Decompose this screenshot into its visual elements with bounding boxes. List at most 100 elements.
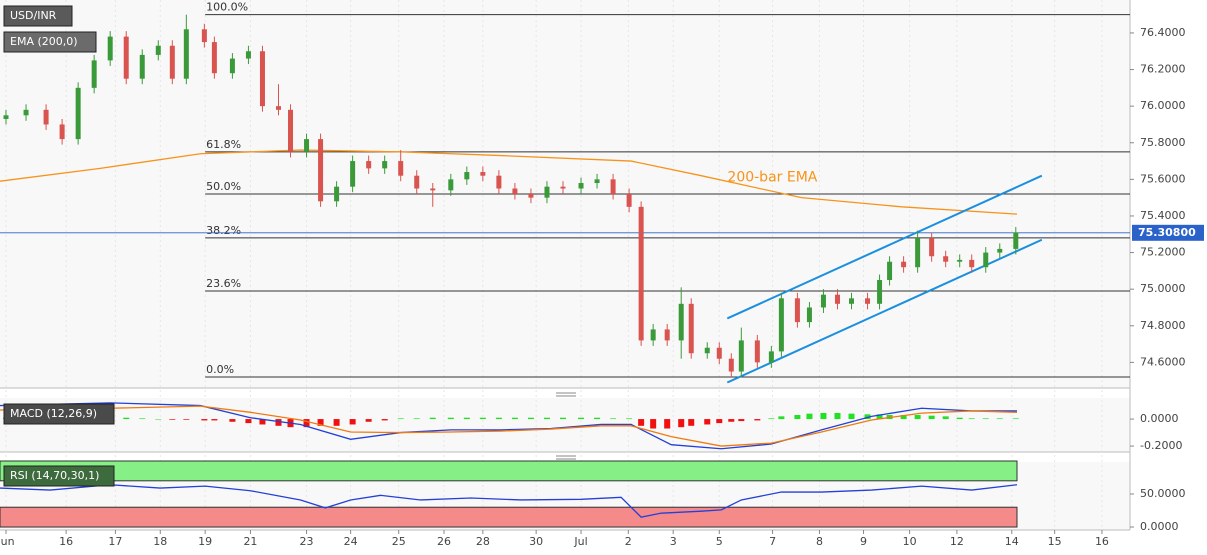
y-tick-label: 0.0000 bbox=[1140, 520, 1179, 533]
macd-histogram-bar bbox=[678, 419, 685, 428]
macd-histogram-bar bbox=[447, 417, 454, 420]
candle-body bbox=[929, 237, 935, 257]
macd-histogram-bar bbox=[968, 418, 975, 420]
legend-box bbox=[3, 403, 115, 425]
candle-body bbox=[528, 194, 534, 198]
macd-histogram-bar bbox=[768, 418, 775, 420]
ema-annotation: 200-bar EMA bbox=[727, 170, 817, 186]
candle-body bbox=[754, 340, 760, 363]
candle-body bbox=[288, 109, 294, 152]
macd-histogram-bar bbox=[738, 419, 745, 422]
macd-histogram-bar bbox=[543, 417, 550, 420]
macd-histogram-bar bbox=[397, 418, 404, 420]
y-tick-label: 75.6000 bbox=[1140, 172, 1186, 185]
macd-histogram-bar bbox=[245, 419, 252, 424]
macd-histogram-bar bbox=[169, 419, 176, 420]
candle-body bbox=[229, 58, 235, 74]
y-tick-label: 74.6000 bbox=[1140, 355, 1186, 368]
candle-body bbox=[849, 298, 855, 304]
macd-histogram-bar bbox=[942, 416, 949, 420]
x-tick-label: 30 bbox=[529, 535, 543, 548]
macd-histogram-bar bbox=[806, 413, 813, 420]
legend-label: MACD (12,26,9) bbox=[10, 407, 97, 420]
candle-body bbox=[3, 115, 9, 119]
candle-body bbox=[398, 161, 404, 176]
candle-body bbox=[594, 179, 600, 184]
oversold-band bbox=[0, 506, 1018, 528]
candle-body bbox=[704, 347, 710, 354]
candle-body bbox=[728, 358, 734, 372]
resize-handle[interactable] bbox=[556, 455, 576, 460]
fib-label: 50.0% bbox=[206, 180, 241, 193]
y-tick-label: -0.2000 bbox=[1140, 439, 1182, 452]
fib-label: 38.2% bbox=[206, 224, 241, 237]
channel-line bbox=[726, 238, 1043, 384]
x-tick-label: 16 bbox=[1095, 535, 1109, 548]
legend-label: USD/INR bbox=[10, 9, 57, 22]
overbought-band bbox=[0, 460, 1018, 482]
candle-body bbox=[915, 237, 921, 268]
y-tick-label: 76.4000 bbox=[1140, 26, 1186, 39]
candle-body bbox=[414, 175, 420, 189]
macd-histogram-bar bbox=[463, 417, 470, 420]
macd-histogram-bar bbox=[183, 419, 190, 420]
y-tick-label: 50.0000 bbox=[1140, 487, 1186, 500]
x-tick-label: 10 bbox=[903, 535, 917, 548]
resize-handle[interactable] bbox=[556, 392, 576, 397]
fib-label: 23.6% bbox=[206, 277, 241, 290]
candle-body bbox=[716, 347, 722, 359]
macd-histogram-bar bbox=[626, 418, 633, 420]
x-tick-label: 18 bbox=[153, 535, 167, 548]
legend-box bbox=[3, 31, 97, 53]
macd-histogram-bar bbox=[650, 419, 657, 429]
x-tick-label: 14 bbox=[1005, 535, 1019, 548]
y-tick-label: 75.8000 bbox=[1140, 136, 1186, 149]
candle-body bbox=[901, 261, 907, 268]
x-tick-label: 24 bbox=[344, 535, 358, 548]
macd-histogram-bar bbox=[381, 419, 388, 421]
macd-histogram-bar bbox=[754, 419, 761, 421]
y-tick-label: 76.0000 bbox=[1140, 99, 1186, 112]
macd-histogram-bar bbox=[900, 415, 907, 420]
x-tick-label: 16 bbox=[59, 535, 73, 548]
macd-histogram-bar bbox=[848, 413, 855, 420]
candle-body bbox=[350, 161, 356, 187]
candle-body bbox=[43, 109, 49, 125]
macd-histogram-bar bbox=[365, 419, 372, 422]
candle-body bbox=[806, 307, 812, 323]
candle-body bbox=[969, 259, 975, 268]
candle-body bbox=[23, 109, 29, 116]
macd-histogram-bar bbox=[996, 418, 1003, 420]
candle-body bbox=[688, 303, 694, 354]
macd-histogram-bar bbox=[413, 418, 420, 420]
candle-body bbox=[794, 298, 800, 323]
candle-body bbox=[464, 172, 470, 180]
macd-histogram-bar bbox=[155, 419, 162, 420]
candle-body bbox=[664, 329, 670, 341]
fib-label: 61.8% bbox=[206, 138, 241, 151]
candle-body bbox=[480, 172, 486, 176]
y-tick-label: 75.0000 bbox=[1140, 282, 1186, 295]
macd-histogram-bar bbox=[864, 414, 871, 420]
macd-histogram-bar bbox=[275, 419, 282, 426]
macd-histogram-bar bbox=[211, 419, 218, 421]
ema-line bbox=[0, 149, 1018, 215]
x-tick-label: 26 bbox=[437, 535, 451, 548]
candle-body bbox=[768, 351, 774, 363]
candle-body bbox=[304, 139, 310, 152]
macd-histogram-bar bbox=[820, 412, 827, 420]
macd-histogram-bar bbox=[201, 419, 208, 421]
macd-histogram-bar bbox=[664, 419, 671, 429]
candle-body bbox=[107, 36, 113, 61]
macd-histogram-bar bbox=[610, 418, 617, 420]
x-tick-label: 15 bbox=[1048, 535, 1062, 548]
y-tick-label: 75.4000 bbox=[1140, 209, 1186, 222]
macd-histogram-bar bbox=[794, 415, 801, 420]
candle-body bbox=[123, 36, 129, 79]
candle-body bbox=[778, 298, 784, 352]
channel-line bbox=[726, 174, 1043, 320]
macd-line bbox=[0, 405, 1018, 447]
candle-body bbox=[245, 51, 251, 59]
macd-histogram-bar bbox=[495, 417, 502, 420]
